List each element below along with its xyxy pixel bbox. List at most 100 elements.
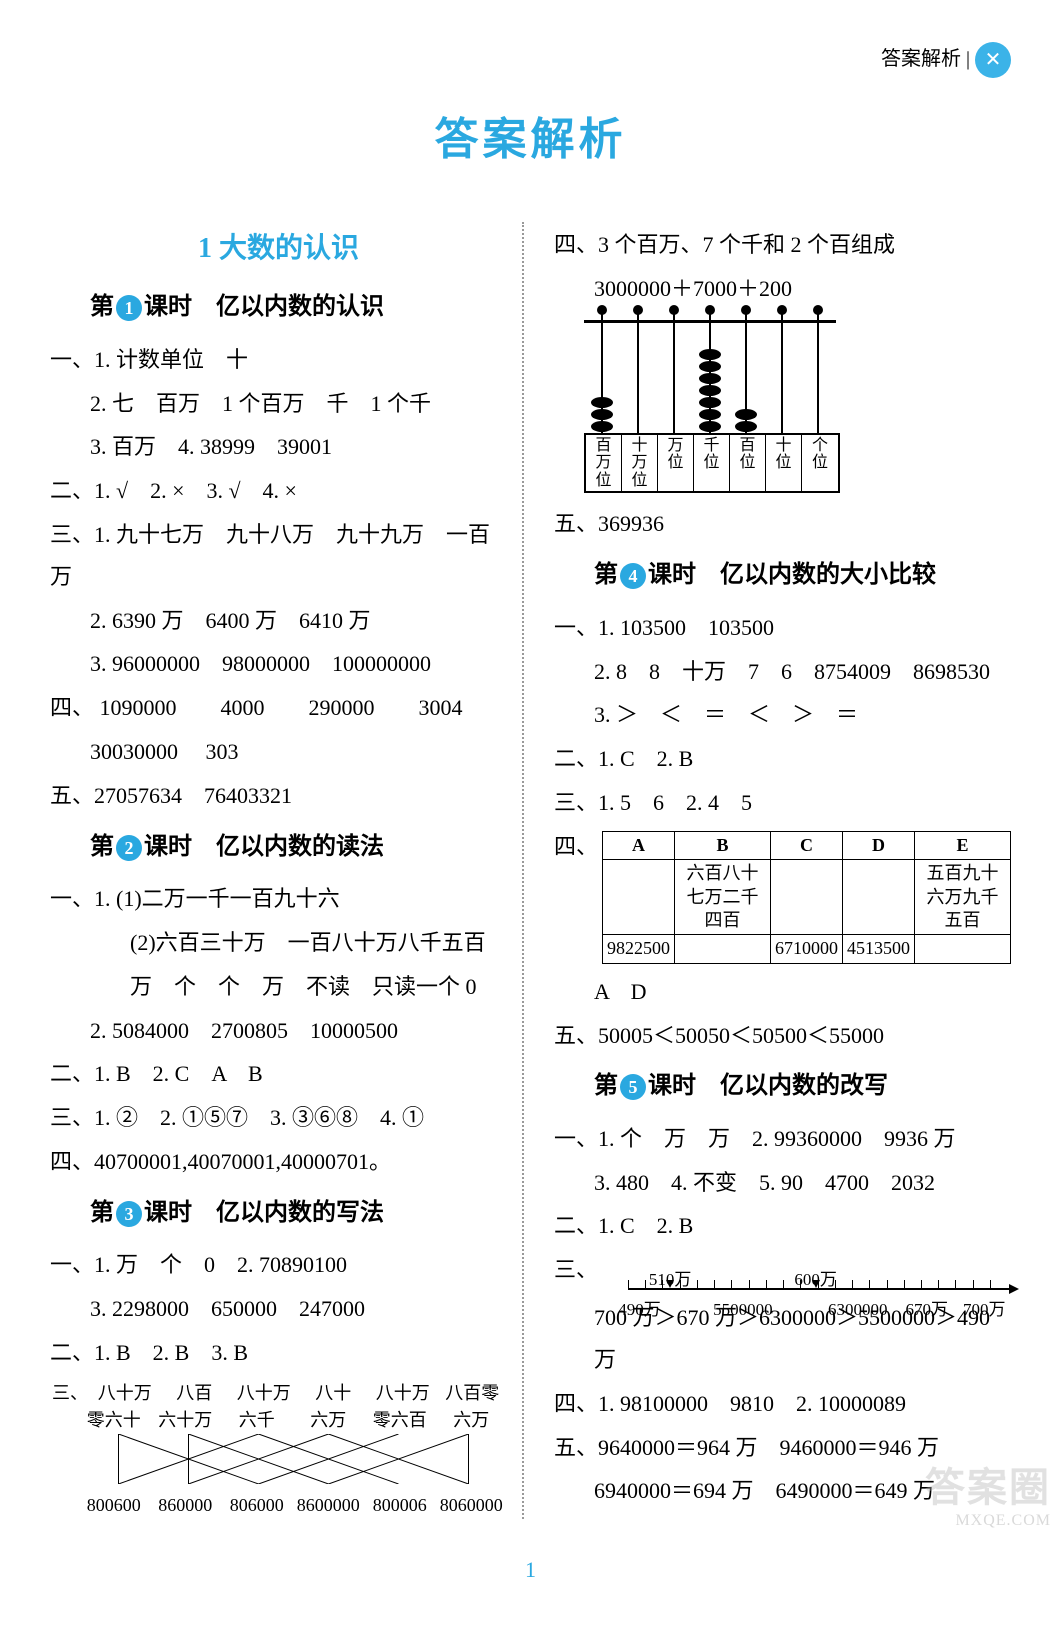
cross-cell: 八十万	[229, 1380, 299, 1407]
table-row-wrap: 四、 A B C D E 六百八十七万二千四百 五百九十六万九千五百	[554, 826, 1011, 969]
row-prefix: 四、	[554, 826, 598, 868]
lesson2-title: 第2课时 亿以内数的读法	[50, 825, 507, 871]
cross-cell: 八百	[160, 1380, 230, 1407]
lesson-suffix: 课时 亿以内数的读法	[144, 834, 384, 860]
cross-cell: 8060000	[436, 1492, 508, 1519]
answer-line: 三、1. 5 6 2. 4 5	[554, 782, 1011, 824]
cross-cell: 八十万	[90, 1380, 160, 1407]
table-cell	[843, 860, 915, 935]
abacus-rod	[728, 323, 764, 433]
answer-line: 一、1. 计数单位 十	[50, 339, 507, 381]
abacus-position-label: 个位	[802, 435, 838, 492]
lesson-prefix: 第	[90, 1200, 114, 1226]
row-spacer	[50, 1407, 78, 1434]
answer-line: 2. 5084000 2700805 10000500	[50, 1010, 507, 1052]
table-cell	[603, 860, 675, 935]
lesson-num-icon: 2	[116, 835, 142, 861]
abacus-bead	[699, 361, 721, 372]
arrow-down-icon	[812, 1280, 820, 1288]
answer-line: 四、40700001,40070001,40000701。	[50, 1141, 507, 1183]
abacus-position-label: 万位	[658, 435, 694, 492]
table-cell: 6710000	[771, 935, 843, 963]
answer-line: 五、50005＜50050＜50500＜55000	[554, 1015, 1011, 1057]
lesson5-title: 第5课时 亿以内数的改写	[554, 1064, 1011, 1110]
answer-line: 3. 百万 4. 38999 39001	[50, 426, 507, 468]
page-number: 1	[50, 1549, 1011, 1591]
table-header: E	[915, 831, 1011, 859]
header-icon: ✕	[975, 42, 1011, 78]
row-spacer	[50, 1492, 78, 1519]
nl-label: 490万	[618, 1294, 661, 1326]
lesson-num-icon: 5	[620, 1074, 646, 1100]
cross-row-bot: 800600 860000 806000 8600000 800006 8060…	[50, 1492, 507, 1519]
answer-line: 2. 8 8 十万 7 6 8754009 8698530	[554, 651, 1011, 693]
main-title: 答案解析	[50, 98, 1011, 182]
lesson-suffix: 课时 亿以内数的大小比较	[648, 562, 936, 588]
nl-label: 700万	[963, 1294, 1006, 1326]
lesson-prefix: 第	[90, 834, 114, 860]
cross-cell: 八百零	[438, 1380, 508, 1407]
header-label: 答案解析 |	[881, 48, 970, 70]
cross-cell: 八十	[299, 1380, 369, 1407]
abacus-bead	[699, 385, 721, 396]
abacus-bead	[699, 373, 721, 384]
abacus-position-label: 十位	[766, 435, 802, 492]
abacus-bead	[699, 397, 721, 408]
table-cell: 4513500	[843, 935, 915, 963]
answer-line: 3000000＋7000＋200	[554, 268, 1011, 310]
answer-line: 3. 2298000 650000 247000	[50, 1288, 507, 1330]
abacus-diagram: 百万位十万位万位千位百位十位个位	[584, 320, 1011, 494]
answer-line: 3. 96000000 98000000 100000000	[50, 643, 507, 685]
matching-lines-icon	[50, 1434, 507, 1484]
abacus-position-label: 百位	[730, 435, 766, 492]
answer-line: 四、3 个百万、7 个千和 2 个百组成	[554, 224, 1011, 266]
abacus-position-label: 百万位	[586, 435, 622, 492]
arrow-down-icon	[666, 1280, 674, 1288]
cross-row-top2: 零六十 六十万 六千 六万 零六百 六万	[50, 1407, 507, 1434]
table-header: A	[603, 831, 675, 859]
answer-line: 一、1. (1)二万一千一百九十六	[50, 878, 507, 920]
answer-line: 万 个 个 万 不读 只读一个 0	[50, 966, 507, 1008]
row-prefix: 三、	[554, 1249, 598, 1291]
answer-line: 五、27057634 76403321	[50, 775, 507, 817]
cross-cell: 800600	[78, 1492, 150, 1519]
abacus-bead	[699, 349, 721, 360]
nl-label: 5500000	[713, 1294, 773, 1326]
answer-line: 二、1. C 2. B	[554, 1205, 1011, 1247]
matching-diagram: 三、 八十万 八百 八十万 八十 八十万 八百零 零六十 六十万 六千 六万 零…	[50, 1380, 507, 1519]
cross-cell: 六千	[221, 1407, 293, 1434]
answer-line: 二、1. √ 2. × 3. √ 4. ×	[50, 470, 507, 512]
table-cell: 五百九十六万九千五百	[915, 860, 1011, 935]
table-header: C	[771, 831, 843, 859]
lesson-suffix: 课时 亿以内数的改写	[648, 1073, 888, 1099]
answer-line: 30030000 303	[50, 731, 507, 773]
lesson-prefix: 第	[90, 294, 114, 320]
answer-line: 二、1. B 2. C A B	[50, 1053, 507, 1095]
lesson1-title: 第1课时 亿以内数的认识	[50, 285, 507, 331]
table-cell: 9822500	[603, 935, 675, 963]
abacus-bead	[699, 421, 721, 432]
answer-line: 五、369936	[554, 503, 1011, 545]
abacus-bead	[735, 409, 757, 420]
lesson4-title: 第4课时 亿以内数的大小比较	[554, 553, 1011, 599]
chapter-title: 1 大数的认识	[50, 222, 507, 275]
abacus-labels: 百万位十万位万位千位百位十位个位	[584, 433, 840, 494]
cross-cell: 零六百	[364, 1407, 436, 1434]
answer-line: 二、1. B 2. B 3. B	[50, 1332, 507, 1374]
cross-cell: 806000	[221, 1492, 293, 1519]
table-row: 六百八十七万二千四百 五百九十六万九千五百	[603, 860, 1011, 935]
answer-line: 2. 七 百万 1 个百万 千 1 个千	[50, 383, 507, 425]
cross-cell: 六万	[293, 1407, 365, 1434]
answer-line: 三、1. ② 2. ①⑤⑦ 3. ③⑥⑧ 4. ①	[50, 1097, 507, 1139]
left-column: 1 大数的认识 第1课时 亿以内数的认识 一、1. 计数单位 十 2. 七 百万…	[50, 222, 524, 1519]
table-cell	[915, 935, 1011, 963]
lesson-suffix: 课时 亿以内数的认识	[144, 294, 384, 320]
lesson-num-icon: 4	[620, 563, 646, 589]
answer-line: 2. 6390 万 6400 万 6410 万	[50, 600, 507, 642]
number-line-axis: 510万600万490万55000006300000670万700万	[628, 1288, 1011, 1290]
abacus-rods	[584, 320, 836, 433]
page-header: 答案解析 | ✕	[50, 40, 1011, 78]
abacus-position-label: 千位	[694, 435, 730, 492]
answer-line: 3. ＞ ＜ ＝ ＜ ＞ ＝	[554, 694, 1011, 736]
cross-row-top: 三、 八十万 八百 八十万 八十 八十万 八百零	[50, 1380, 507, 1407]
